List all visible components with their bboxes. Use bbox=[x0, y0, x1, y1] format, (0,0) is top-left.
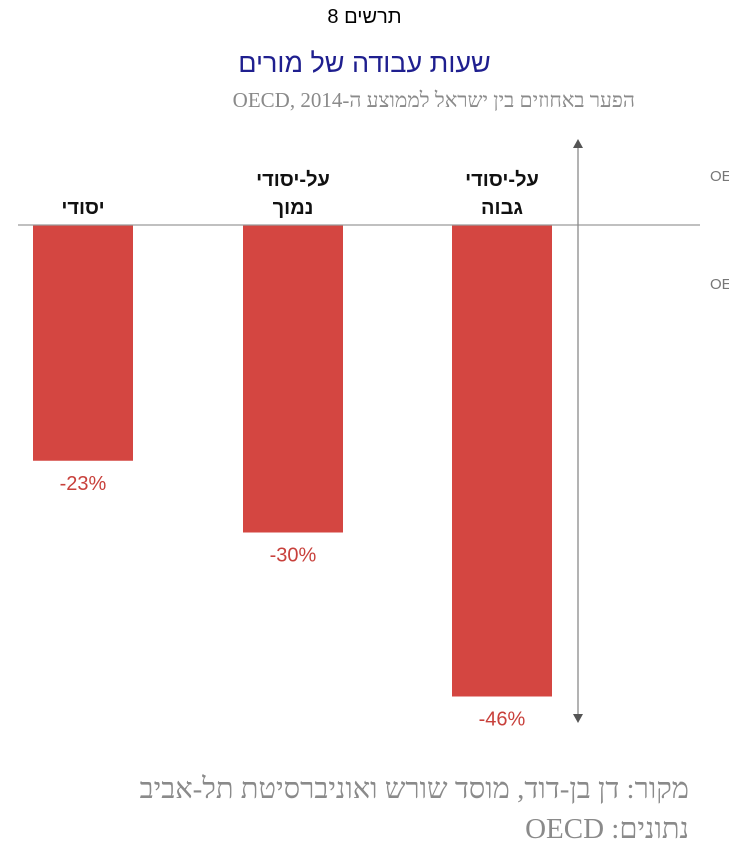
bar-2 bbox=[452, 225, 552, 697]
data-note: נתונים: OECD bbox=[525, 813, 689, 845]
category-label-2-1: גבוה bbox=[481, 197, 523, 219]
annotation-below-oecd: פחות מה-OECD bbox=[710, 276, 729, 293]
chart-subtitle: הפער באחוזים בין ישראל לממוצע ה-OECD, 20… bbox=[232, 88, 635, 112]
bar-0 bbox=[33, 225, 133, 461]
value-label-2: -46% bbox=[479, 709, 526, 731]
value-label-0: -23% bbox=[60, 473, 107, 495]
category-label-1-1: נמוך bbox=[273, 197, 314, 219]
annotation-above-oecd: יותר מה-OECD bbox=[710, 168, 729, 185]
category-label-0-0: יסודי bbox=[61, 197, 104, 219]
chart-area: יותר מה-OECD פחות מה-OECD -23% יסודי -30% ע… bbox=[18, 139, 729, 731]
value-label-1: -30% bbox=[270, 545, 317, 567]
category-label-1-0: על-יסודי bbox=[256, 169, 330, 191]
figure-label: תרשים 8 bbox=[327, 6, 402, 28]
labels-layer: -23% יסודי -30% על-יסודי נמוך -46% על-יסודי גבו… bbox=[60, 169, 539, 731]
source-note: מקור: דן בן-דוד, מוסד שורש ואוניברסיטת ת… bbox=[139, 773, 689, 805]
arrow-down-icon bbox=[573, 714, 583, 723]
bars-layer bbox=[33, 225, 552, 697]
arrow-up-icon bbox=[573, 139, 583, 148]
category-label-2-0: על-יסודי bbox=[465, 169, 539, 191]
bar-1 bbox=[243, 225, 343, 533]
chart-title: שעות עבודה של מורים bbox=[238, 48, 491, 78]
